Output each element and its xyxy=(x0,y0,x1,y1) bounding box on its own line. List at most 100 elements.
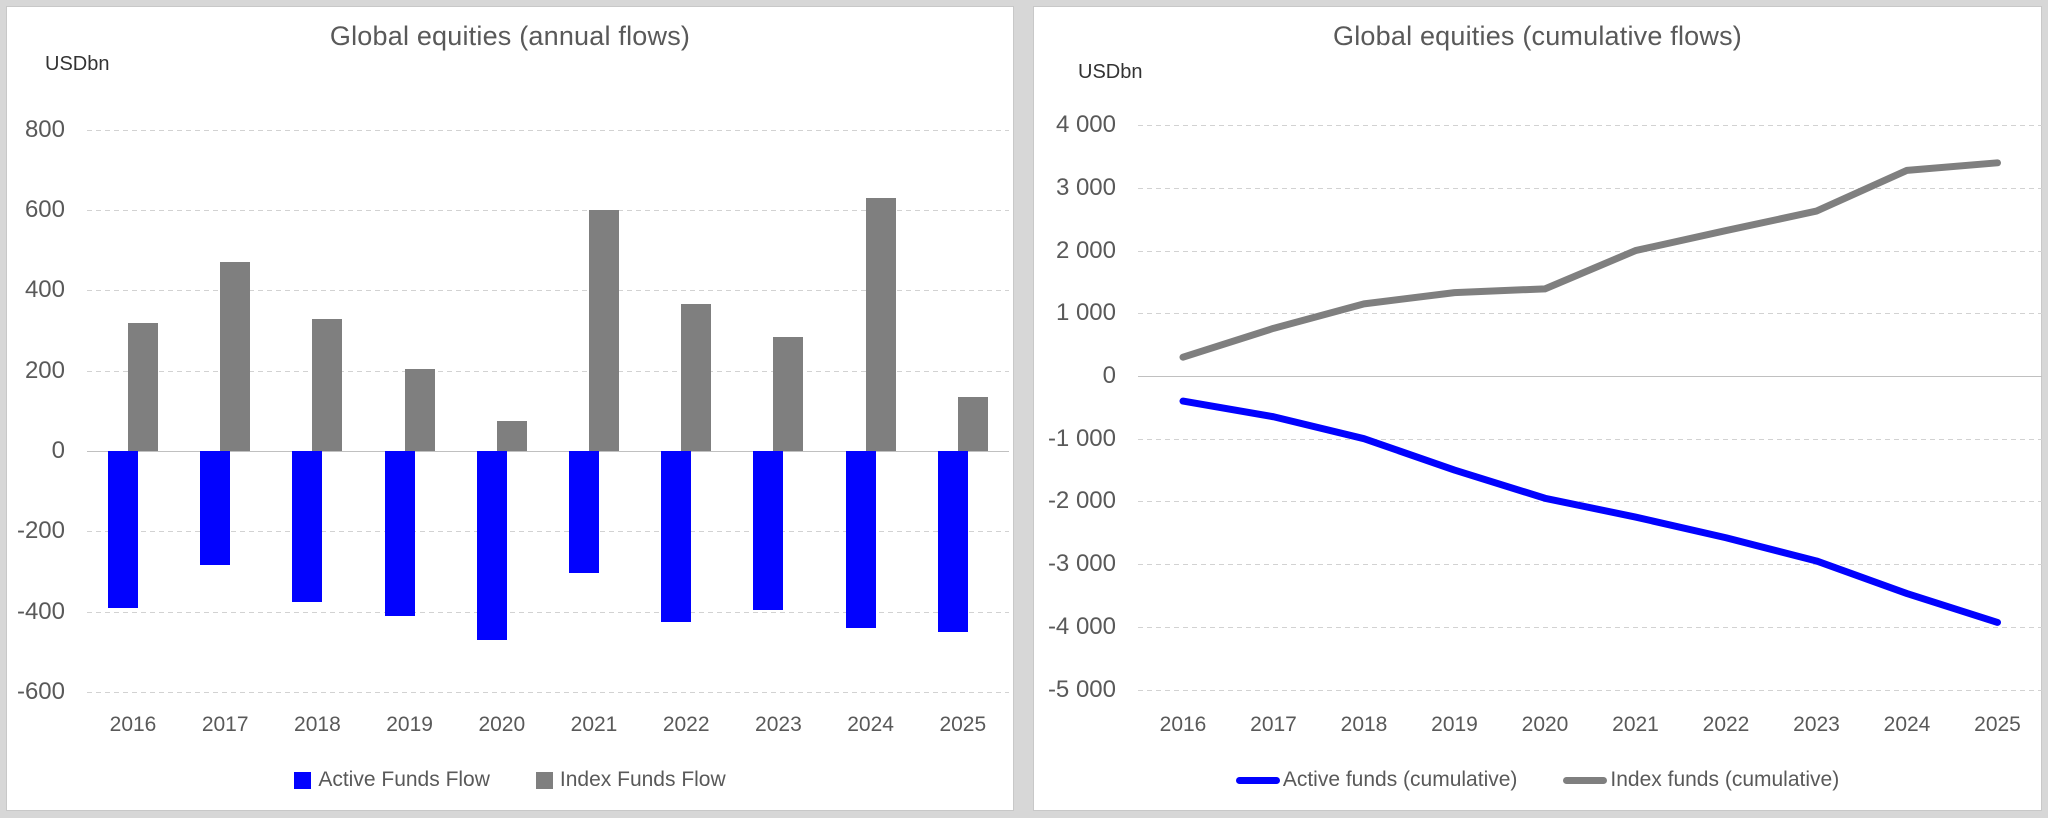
x-tick-label: 2021 xyxy=(1612,713,1659,736)
legend-label: Active Funds Flow xyxy=(318,768,490,791)
y-tick-label: 1 000 xyxy=(1055,299,1116,327)
legend-label: Active funds (cumulative) xyxy=(1282,768,1518,791)
y-tick-label: 400 xyxy=(24,276,65,304)
y-tick-label: -4 000 xyxy=(1047,612,1116,640)
x-tick-label: 2020 xyxy=(478,713,526,736)
y-tick-label: 200 xyxy=(24,356,65,384)
bar-active xyxy=(937,451,968,632)
gridline xyxy=(1138,187,2042,189)
zero-axis-line xyxy=(1138,376,2042,377)
x-tick-label: 2025 xyxy=(1974,713,2021,736)
x-tick-label: 2017 xyxy=(1250,713,1297,736)
legend-label: Index Funds Flow xyxy=(559,768,726,791)
y-tick-label: -1 000 xyxy=(1047,424,1116,452)
bar-index xyxy=(128,322,158,451)
bar-index xyxy=(404,368,435,451)
y-tick-label: 0 xyxy=(1102,362,1116,389)
x-tick-label: 2024 xyxy=(847,713,894,736)
bar-active xyxy=(753,451,784,610)
legend-item: Active Funds Flow xyxy=(294,768,490,792)
x-tick-label: 2022 xyxy=(1702,713,1750,736)
y-axis-unit-label: USDbn xyxy=(1078,61,1143,83)
gridline xyxy=(1138,501,2042,503)
y-tick-label: -3 000 xyxy=(1047,550,1116,578)
x-tick-label: 2017 xyxy=(201,713,249,736)
legend-item: Index Funds Flow xyxy=(535,768,726,792)
x-tick-label: 2021 xyxy=(570,713,618,736)
flow-line-active xyxy=(1179,397,2001,626)
x-tick-label: 2018 xyxy=(1340,713,1388,736)
bar-active xyxy=(108,451,138,608)
y-tick-label: -200 xyxy=(16,517,65,545)
legend-square-swatch xyxy=(535,771,553,789)
bar-active xyxy=(384,451,415,616)
bar-active xyxy=(200,451,231,566)
bar-index xyxy=(589,210,619,451)
line-layer xyxy=(1179,159,2001,626)
y-tick-label: 2 000 xyxy=(1055,236,1116,264)
legend-square-swatch xyxy=(294,771,312,789)
x-tick-label: 2025 xyxy=(939,713,987,736)
bar-active xyxy=(845,451,876,628)
bar-index xyxy=(957,396,988,451)
x-tick-label: 2019 xyxy=(386,713,433,736)
y-tick-label: -400 xyxy=(16,597,65,625)
legend-item: Active funds (cumulative) xyxy=(1235,768,1518,792)
y-tick-label: -600 xyxy=(16,677,65,705)
legend-item: Index funds (cumulative) xyxy=(1563,768,1839,792)
gridline xyxy=(1138,313,2042,315)
bar-active xyxy=(476,451,507,640)
y-tick-label: 3 000 xyxy=(1055,173,1116,201)
gridline xyxy=(87,129,1009,131)
bar-index xyxy=(773,336,804,451)
gridline xyxy=(87,290,1009,292)
flow-line-index xyxy=(1179,159,2001,361)
zero-axis-line xyxy=(87,451,1009,452)
x-tick-label: 2018 xyxy=(294,713,341,736)
bar-active xyxy=(292,451,323,602)
gridline xyxy=(1138,626,2042,628)
bar-index xyxy=(220,262,251,451)
x-tick-label: 2022 xyxy=(662,713,710,736)
y-tick-label: 800 xyxy=(24,115,65,143)
gridline xyxy=(87,691,1009,693)
bar-index xyxy=(681,304,712,451)
plot-area: 4 000 3 000 2 000 1 000 0 -1 000 -2 000 -3 000 -… xyxy=(1034,7,2042,810)
gridline xyxy=(87,531,1009,533)
y-axis-unit-label: USDbn xyxy=(45,53,110,75)
bar-active xyxy=(661,451,692,622)
y-tick-label: 0 xyxy=(51,437,65,464)
legend: Active funds (cumulative) Index funds (cu… xyxy=(1034,768,2041,792)
cumulative-flows-chart-panel: Global equities (cumulative flows) USDbn… xyxy=(1033,6,2042,811)
y-tick-label: 4 000 xyxy=(1055,111,1116,139)
gridline xyxy=(1138,438,2042,440)
gridline xyxy=(1138,250,2042,252)
x-tick-label: 2023 xyxy=(755,713,802,736)
chart-title: Global equities (cumulative flows) xyxy=(1333,21,1742,51)
legend-line-swatch xyxy=(1563,776,1608,784)
legend-label: Index funds (cumulative) xyxy=(1610,768,1840,791)
gridline xyxy=(87,370,1009,372)
x-tick-label: 2023 xyxy=(1793,713,1840,736)
y-tick-label: 600 xyxy=(24,196,65,224)
x-tick-label: 2016 xyxy=(109,713,157,736)
y-tick-label: -2 000 xyxy=(1047,487,1116,515)
bar-index xyxy=(312,318,343,451)
x-tick-label: 2016 xyxy=(1159,713,1207,736)
gridline xyxy=(87,611,1009,613)
bar-index xyxy=(865,198,896,451)
plot-area: 800 600 400 200 0 -200 -400 -600 2016 2017 2018 201… xyxy=(7,7,1013,810)
bar-index xyxy=(496,420,527,451)
annual-flows-chart-panel: Global equities (annual flows) USDbn 800… xyxy=(6,6,1014,811)
legend-line-swatch xyxy=(1235,776,1280,784)
legend: Active Funds Flow Index Funds Flow xyxy=(7,768,1013,792)
gridline xyxy=(1138,689,2042,691)
y-tick-label: -5 000 xyxy=(1047,675,1116,703)
bar-active xyxy=(569,451,599,574)
x-tick-label: 2024 xyxy=(1883,713,1931,736)
chart-title: Global equities (annual flows) xyxy=(329,21,691,51)
x-tick-label: 2019 xyxy=(1431,713,1478,736)
gridline xyxy=(87,210,1009,212)
x-tick-label: 2020 xyxy=(1521,713,1569,736)
